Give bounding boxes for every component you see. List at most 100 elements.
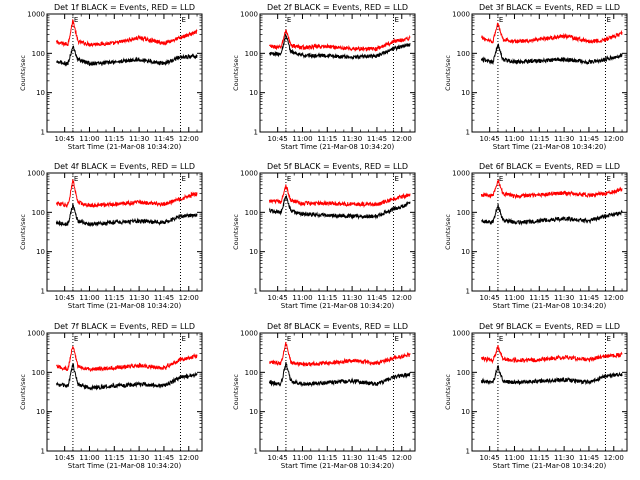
plot-frame	[259, 13, 416, 133]
x-tick-label: 10:45	[480, 294, 500, 302]
y-tick-label: 1	[41, 448, 45, 456]
x-axis-label: Start Time (21-Mar-08 10:34:20)	[281, 143, 395, 151]
y-tick-label: 100	[457, 369, 470, 377]
y-tick-label: 1000	[452, 170, 470, 178]
event-marker-label: E	[606, 16, 610, 24]
x-tick-label: 11:45	[579, 135, 599, 143]
y-tick-label: 100	[32, 209, 45, 217]
series-line-events	[481, 203, 623, 226]
x-tick-label: 11:30	[342, 135, 362, 143]
y-tick-label: 10	[36, 408, 45, 416]
series-line-events	[56, 45, 198, 67]
y-axis-label: Counts/sec	[232, 55, 240, 91]
y-tick-label: 10	[461, 408, 470, 416]
y-axis-label: Counts/sec	[19, 374, 27, 410]
series-line-events	[55, 203, 198, 228]
series-line-events	[268, 32, 411, 61]
series-line-lld	[480, 178, 623, 200]
plot-frame	[471, 332, 628, 452]
y-tick-label: 1000	[452, 11, 470, 19]
x-tick-label: 10:45	[480, 454, 500, 462]
x-tick-label: 10:45	[268, 454, 288, 462]
x-tick-label: 10:45	[55, 454, 75, 462]
panel-7: Det 7f BLACK = Events, RED = LLD 1 10 100 10…	[19, 322, 203, 470]
y-tick-label: 1	[254, 448, 258, 456]
x-tick-label: 10:45	[268, 135, 288, 143]
event-marker-label: E	[499, 175, 503, 183]
y-tick-label: 10	[461, 89, 470, 97]
y-tick-label: 100	[457, 209, 470, 217]
y-tick-label: 10	[249, 408, 258, 416]
y-tick-label: 10	[461, 248, 470, 256]
x-tick-label: 10:45	[55, 135, 75, 143]
event-marker-label: E	[181, 335, 185, 343]
panel-title: Det 8f BLACK = Events, RED = LLD	[267, 322, 408, 331]
x-tick-label: 11:45	[154, 135, 174, 143]
x-axis-label: Start Time (21-Mar-08 10:34:20)	[493, 143, 607, 151]
series-line-lld	[269, 341, 411, 368]
x-tick-label: 12:00	[179, 294, 199, 302]
x-tick-label: 10:45	[480, 135, 500, 143]
x-axis-label: Start Time (21-Mar-08 10:34:20)	[68, 462, 182, 470]
y-tick-label: 1000	[240, 330, 258, 338]
panel-title: Det 5f BLACK = Events, RED = LLD	[267, 162, 408, 171]
x-axis-label: Start Time (21-Mar-08 10:34:20)	[493, 302, 607, 310]
series-line-lld	[268, 184, 411, 209]
x-tick-label: 12:00	[179, 454, 199, 462]
panel-3: Det 3f BLACK = Events, RED = LLD 1 10 100 10…	[444, 3, 628, 151]
panel-title: Det 4f BLACK = Events, RED = LLD	[54, 162, 195, 171]
y-tick-label: 1000	[27, 330, 45, 338]
event-marker-label: E	[74, 175, 78, 183]
y-axis-label: Counts/sec	[444, 55, 452, 91]
x-tick-label: 12:00	[392, 294, 412, 302]
event-marker-label: E	[181, 16, 185, 24]
event-marker-label: E	[394, 175, 398, 183]
plot-frame	[259, 332, 416, 452]
y-tick-label: 10	[249, 248, 258, 256]
panel-title: Det 6f BLACK = Events, RED = LLD	[479, 162, 620, 171]
y-axis-label: Counts/sec	[19, 55, 27, 91]
y-axis-label: Counts/sec	[444, 374, 452, 410]
x-tick-label: 12:00	[604, 135, 624, 143]
series-line-lld	[268, 29, 411, 52]
x-tick-label: 11:15	[104, 294, 124, 302]
y-axis-label: Counts/sec	[19, 214, 27, 250]
x-tick-label: 11:45	[154, 294, 174, 302]
event-marker-label: E	[394, 16, 398, 24]
plot-frame	[471, 172, 628, 292]
event-marker-label: E	[606, 335, 610, 343]
panel-1: Det 1f BLACK = Events, RED = LLD 1 10 100 10…	[19, 3, 203, 151]
series-line-lld	[55, 345, 198, 372]
x-tick-label: 11:45	[367, 135, 387, 143]
y-tick-label: 100	[245, 50, 258, 58]
x-tick-label: 10:45	[268, 294, 288, 302]
series-line-events	[55, 363, 198, 391]
x-axis-label: Start Time (21-Mar-08 10:34:20)	[68, 143, 182, 151]
y-tick-label: 1	[466, 129, 470, 137]
plot-frame	[46, 172, 203, 292]
x-tick-label: 11:45	[579, 294, 599, 302]
x-tick-label: 11:00	[504, 294, 524, 302]
event-marker-label: E	[499, 16, 503, 24]
event-marker-label: E	[287, 175, 291, 183]
x-tick-label: 11:45	[154, 454, 174, 462]
event-marker-label: E	[181, 175, 185, 183]
y-tick-label: 1	[254, 288, 258, 296]
x-tick-label: 11:00	[79, 135, 99, 143]
x-tick-label: 12:00	[604, 454, 624, 462]
event-marker-label: E	[287, 335, 291, 343]
y-tick-label: 1	[466, 448, 470, 456]
series-line-lld	[55, 179, 198, 209]
plot-frame	[46, 13, 203, 133]
x-tick-label: 11:30	[554, 135, 574, 143]
y-tick-label: 10	[249, 89, 258, 97]
y-tick-label: 1000	[240, 11, 258, 19]
x-tick-label: 12:00	[392, 454, 412, 462]
y-tick-label: 100	[245, 369, 258, 377]
x-tick-label: 10:45	[55, 294, 75, 302]
event-marker-label: E	[74, 16, 78, 24]
plot-frame	[471, 13, 628, 133]
y-tick-label: 1	[41, 129, 45, 137]
x-tick-label: 11:30	[554, 294, 574, 302]
